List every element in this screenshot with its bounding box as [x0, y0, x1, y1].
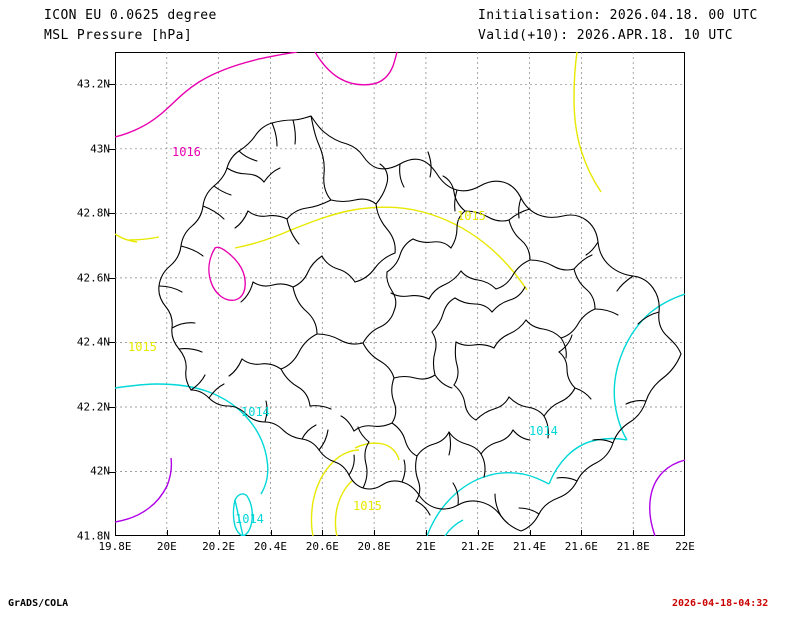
x-tick: [529, 530, 531, 536]
contour-map-svg: 1016 1015 1015 1014 1014 1014 1015: [115, 52, 685, 536]
y-axis-tick-label: 42.2N: [76, 400, 110, 414]
y-tick: [109, 213, 115, 215]
y-tick: [109, 342, 115, 344]
model-title: ICON EU 0.0625 degree: [44, 8, 217, 23]
x-tick: [218, 530, 220, 536]
admin-boundaries: [158, 115, 682, 532]
contour-1014: [115, 293, 685, 536]
y-tick: [109, 407, 115, 408]
y-axis-tick-label: 42.4N: [76, 335, 110, 349]
x-tick: [581, 530, 583, 536]
x-axis-tick-label: 22E: [675, 540, 695, 553]
x-axis-tick-label: 21.6E: [564, 540, 598, 553]
x-axis-tick-label: 21.2E: [461, 540, 495, 553]
y-axis-tick-label: 42.6N: [76, 271, 110, 285]
x-axis-tick-label: 21E: [415, 540, 436, 553]
field-title: MSL Pressure [hPa]: [44, 28, 193, 43]
x-axis-tick-label: 20.6E: [305, 540, 339, 553]
contour-labels: 1016 1015 1015 1014 1014 1014 1015: [128, 145, 558, 526]
x-axis-tick-label: 20.4E: [253, 540, 288, 553]
contour-1016: [115, 52, 398, 301]
x-axis-tick-label: 21.8E: [616, 540, 650, 553]
footer-timestamp: 2026-04-18-04:32: [672, 598, 769, 609]
valid-time: Valid(+10): 2026.APR.18. 10 UTC: [478, 28, 734, 43]
y-axis-tick-label: 43.2N: [76, 77, 110, 91]
y-tick: [109, 277, 115, 279]
contour-label-1014-sw: 1014: [235, 512, 264, 526]
y-axis-tick-label: 42.8N: [76, 206, 110, 220]
x-tick: [166, 530, 168, 536]
map-plot-area: 1016 1015 1015 1014 1014 1014 1015: [115, 52, 685, 536]
y-tick: [109, 84, 115, 86]
contour-label-1015-s: 1015: [353, 499, 382, 513]
contour-label-1014-e: 1014: [529, 424, 558, 438]
x-tick: [322, 530, 324, 536]
contour-label-1015-w: 1015: [128, 340, 157, 354]
y-axis-tick-label: 41.8N: [76, 529, 110, 543]
x-axis-tick-label: 20.2E: [202, 540, 236, 553]
x-axis-tick-label: 21.4E: [512, 540, 547, 553]
contour-label-1016: 1016: [172, 145, 201, 159]
contour-label-1014-w: 1014: [241, 405, 270, 419]
x-tick: [425, 530, 427, 536]
x-tick: [270, 530, 272, 536]
y-axis-tick-label: 43N: [90, 142, 110, 156]
y-axis-tick-label: 42N: [90, 464, 110, 478]
contour-label-1015-ne: 1015: [457, 209, 486, 223]
y-tick: [109, 148, 115, 150]
x-axis-tick-label: 20E: [156, 540, 177, 553]
x-axis-tick-label: 19.8E: [98, 540, 132, 553]
y-tick: [109, 471, 115, 473]
footer-credit: GrADS/COLA: [8, 598, 69, 609]
contour-1015: [115, 52, 602, 536]
initialisation-time: Initialisation: 2026.04.18. 00 UTC: [478, 8, 758, 23]
grid-lines: [115, 52, 685, 536]
x-tick: [477, 530, 479, 536]
x-tick: [633, 530, 635, 536]
x-axis-tick-label: 20.8E: [357, 540, 391, 553]
x-tick: [374, 530, 376, 536]
contour-1017: [115, 457, 685, 536]
